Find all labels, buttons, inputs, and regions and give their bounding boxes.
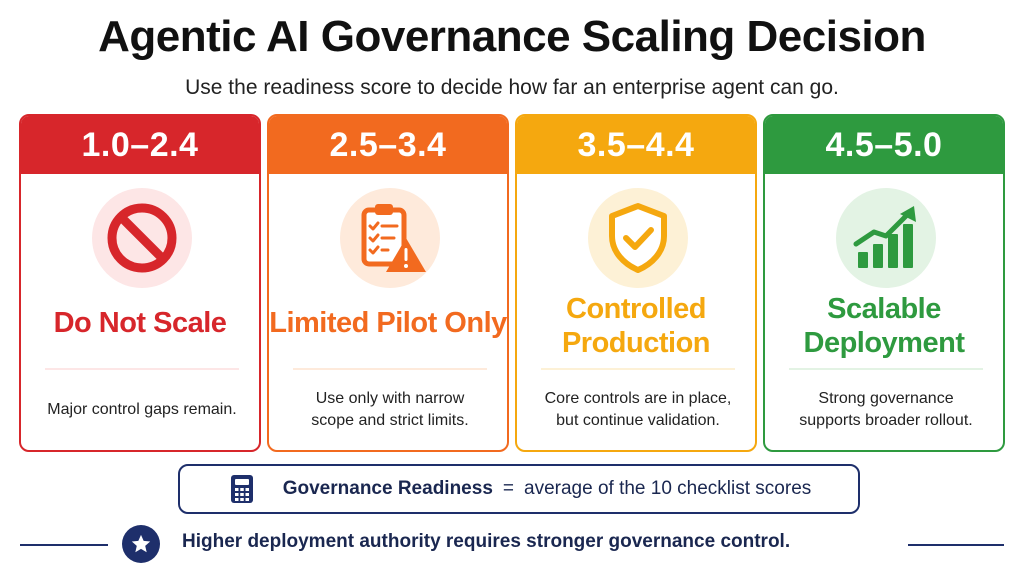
card-divider (789, 368, 983, 370)
card-divider (541, 368, 735, 370)
card-controlled-production: 3.5–4.4 Controlled Production Core contr… (515, 114, 757, 452)
score-cards: 1.0–2.4 Do Not Scale Major control gaps … (19, 114, 1005, 452)
card-label: Limited Pilot Only (269, 307, 507, 339)
footer-message: Higher deployment authority requires str… (182, 531, 791, 552)
page-subtitle: Use the readiness score to decide how fa… (185, 76, 839, 99)
growth-chart-icon (836, 188, 936, 288)
card-description: Core controls are in place, but continue… (544, 390, 732, 429)
card-divider (293, 368, 487, 370)
formula-equals: = (502, 478, 514, 499)
page-title: Agentic AI Governance Scaling Decision (98, 12, 926, 61)
card-limited-pilot-only: 2.5–3.4 Limited Pilot Only Use only with… (267, 114, 509, 452)
prohibited-icon (92, 188, 192, 288)
card-label: Do Not Scale (53, 307, 227, 339)
card-description: Strong governance supports broader rollo… (799, 390, 973, 429)
card-description: Major control gaps remain. (47, 401, 237, 418)
calculator-icon (230, 475, 253, 503)
card-range-header: 3.5–4.4 (517, 116, 755, 174)
card-do-not-scale: 1.0–2.4 Do Not Scale Major control gaps … (19, 114, 261, 452)
formula-definition: average of the 10 checklist scores (524, 478, 812, 499)
readiness-formula: Governance Readiness = average of the 10… (178, 464, 860, 514)
footer-divider-left (20, 544, 108, 546)
card-label: Controlled Production (561, 293, 711, 359)
star-icon (122, 525, 160, 563)
card-description: Use only with narrow scope and strict li… (311, 390, 469, 429)
card-range-header: 1.0–2.4 (21, 116, 259, 174)
clipboard-warning-icon (340, 188, 440, 288)
footer-divider-right (908, 544, 1004, 546)
formula-term: Governance Readiness (282, 478, 493, 499)
card-label: Scalable Deployment (803, 293, 965, 359)
shield-check-icon (588, 188, 688, 288)
card-scalable-deployment: 4.5–5.0 Scalable Deployment Strong gover… (763, 114, 1005, 452)
card-range-header: 2.5–3.4 (269, 116, 507, 174)
card-divider (45, 368, 239, 370)
card-range-header: 4.5–5.0 (765, 116, 1003, 174)
